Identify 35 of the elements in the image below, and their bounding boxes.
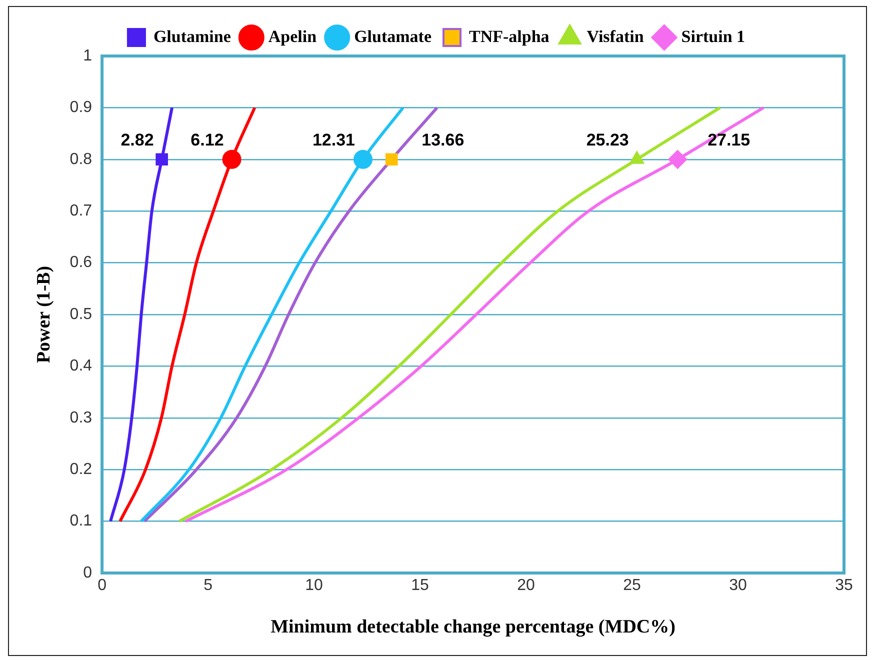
annotation: 12.31 (312, 130, 355, 150)
x-axis-title: Minimum detectable change percentage (MDC%) (270, 616, 676, 638)
y-axis-title: Power (1-B) (33, 266, 54, 364)
annotation: 2.82 (120, 130, 154, 150)
y-tick-label: 0.6 (70, 254, 92, 272)
y-tick-label: 0.5 (70, 306, 92, 323)
y-tick-label: 0 (83, 564, 92, 582)
annotation: 25.23 (586, 130, 629, 150)
line-series (109, 106, 174, 523)
line-series (118, 106, 256, 523)
annotation: 27.15 (708, 130, 750, 150)
y-tick-label: 0.2 (70, 461, 92, 478)
x-tick-label: 5 (204, 577, 213, 594)
y-tick-label: 0.7 (70, 202, 92, 220)
x-tick-label: 10 (305, 577, 324, 594)
annotation: 13.66 (422, 130, 464, 150)
y-tick-label: 0.8 (70, 150, 92, 168)
y-tick-label: 0.3 (70, 409, 92, 426)
y-tick-label: 0.1 (70, 512, 92, 530)
legend-label: Glutamate (354, 26, 432, 46)
x-tick-label: 35 (835, 577, 853, 594)
legend-label: Visfatin (586, 26, 644, 46)
x-tick-label: 20 (517, 577, 536, 594)
legend-label: TNF-alpha (469, 26, 550, 46)
x-tick-label: 15 (411, 577, 430, 594)
y-tick-label: 0.4 (70, 358, 92, 375)
y-tick-label: 0.9 (70, 99, 92, 116)
legend-label: Sirtuin 1 (681, 26, 746, 46)
legend-label: Glutamine (153, 26, 232, 46)
legend-label: Apelin (268, 26, 318, 46)
x-tick-label: 0 (98, 577, 107, 594)
x-tick-label: 25 (623, 577, 642, 594)
annotation: 6.12 (190, 130, 224, 150)
x-tick-label: 30 (729, 577, 748, 594)
y-tick-label: 1 (83, 47, 92, 64)
